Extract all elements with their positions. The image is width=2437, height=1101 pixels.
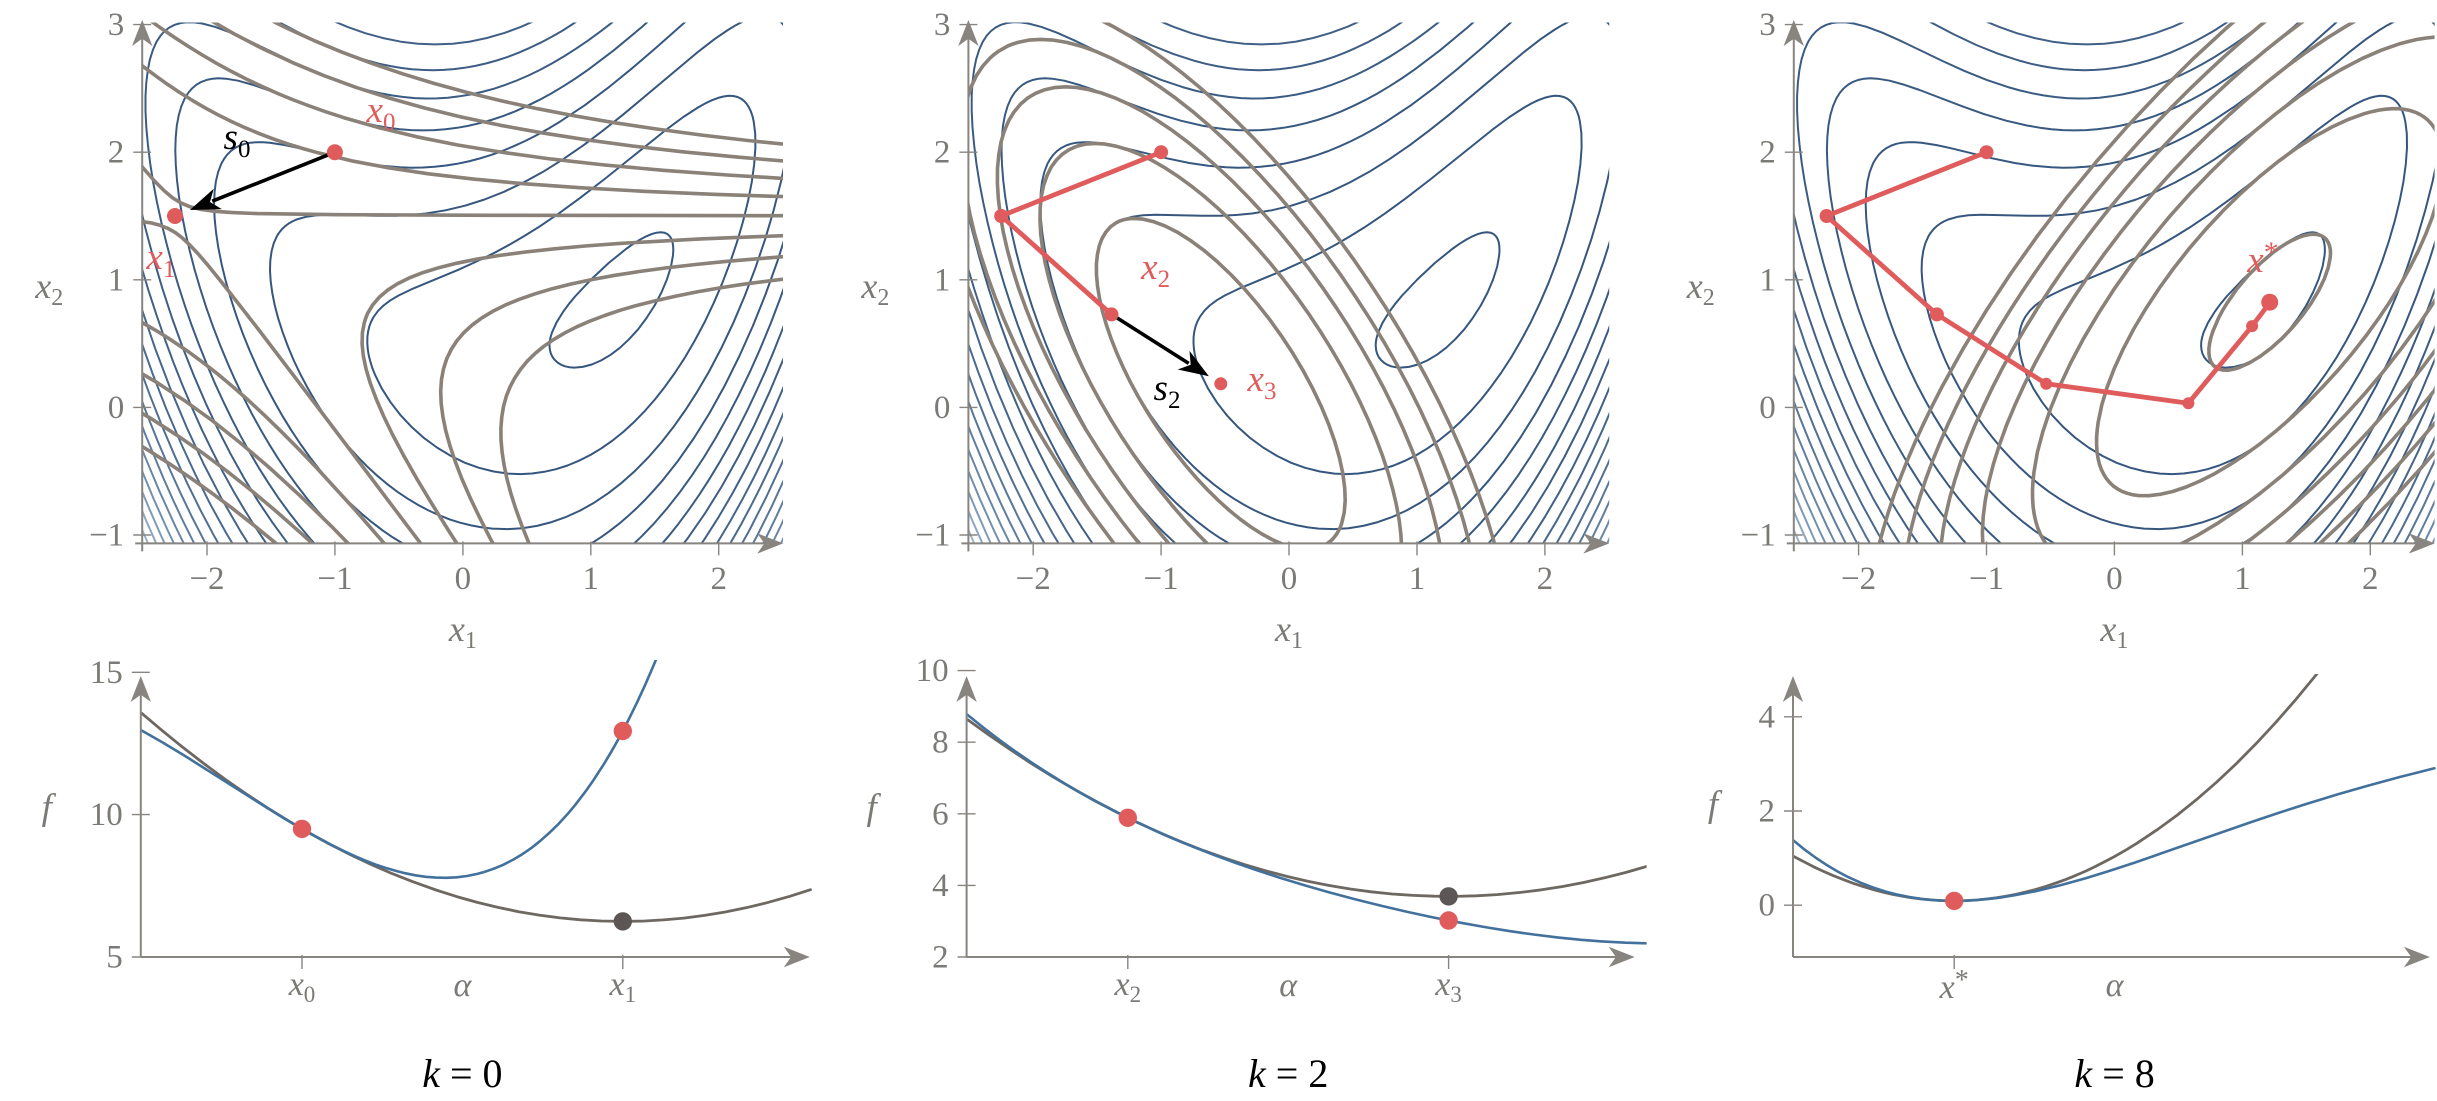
svg-text:−1: −1 xyxy=(915,518,950,554)
svg-text:3: 3 xyxy=(108,7,125,43)
svg-text:−1: −1 xyxy=(89,518,124,554)
svg-text:0: 0 xyxy=(455,561,472,597)
svg-text:1: 1 xyxy=(583,561,600,597)
svg-text:s0: s0 xyxy=(224,117,251,163)
svg-text:0: 0 xyxy=(1281,561,1298,597)
svg-text:0: 0 xyxy=(934,390,951,426)
svg-text:−1: −1 xyxy=(1741,518,1776,554)
svg-text:3: 3 xyxy=(1759,7,1776,43)
svg-text:1: 1 xyxy=(1409,561,1426,597)
svg-text:α: α xyxy=(2106,967,2125,1004)
svg-text:6: 6 xyxy=(932,796,949,832)
svg-text:x1: x1 xyxy=(1274,609,1303,654)
svg-text:2: 2 xyxy=(934,135,951,171)
svg-text:4: 4 xyxy=(1759,699,1776,735)
svg-text:k = 8: k = 8 xyxy=(2074,1051,2154,1096)
svg-text:10: 10 xyxy=(90,797,123,833)
svg-text:α: α xyxy=(453,967,472,1004)
svg-text:−2: −2 xyxy=(1841,561,1876,597)
svg-text:1: 1 xyxy=(108,262,125,298)
svg-text:0: 0 xyxy=(1759,390,1776,426)
svg-text:−1: −1 xyxy=(1144,561,1179,597)
svg-text:k = 2: k = 2 xyxy=(1248,1051,1328,1096)
svg-text:2: 2 xyxy=(2362,561,2379,597)
svg-text:2: 2 xyxy=(108,135,125,171)
svg-text:1: 1 xyxy=(1759,262,1776,298)
svg-text:−2: −2 xyxy=(1016,561,1051,597)
svg-text:x2: x2 xyxy=(1140,247,1170,293)
svg-text:−2: −2 xyxy=(189,561,224,597)
svg-text:−1: −1 xyxy=(317,561,352,597)
svg-text:2: 2 xyxy=(710,561,727,597)
svg-text:5: 5 xyxy=(106,940,123,976)
svg-text:10: 10 xyxy=(916,653,949,689)
svg-text:4: 4 xyxy=(932,868,949,904)
svg-text:3: 3 xyxy=(934,7,951,43)
svg-text:−1: −1 xyxy=(1969,561,2004,597)
svg-text:8: 8 xyxy=(932,725,949,761)
svg-text:2: 2 xyxy=(1537,561,1554,597)
svg-text:0: 0 xyxy=(1759,888,1776,924)
svg-text:2: 2 xyxy=(932,940,949,976)
svg-text:α: α xyxy=(1279,967,1298,1004)
svg-text:2: 2 xyxy=(1759,794,1776,830)
svg-text:15: 15 xyxy=(90,655,123,691)
svg-text:k = 0: k = 0 xyxy=(422,1051,502,1096)
svg-text:2: 2 xyxy=(1759,135,1776,171)
svg-text:0: 0 xyxy=(108,390,125,426)
svg-text:0: 0 xyxy=(2106,561,2123,597)
svg-text:1: 1 xyxy=(934,262,951,298)
svg-text:1: 1 xyxy=(2234,561,2251,597)
